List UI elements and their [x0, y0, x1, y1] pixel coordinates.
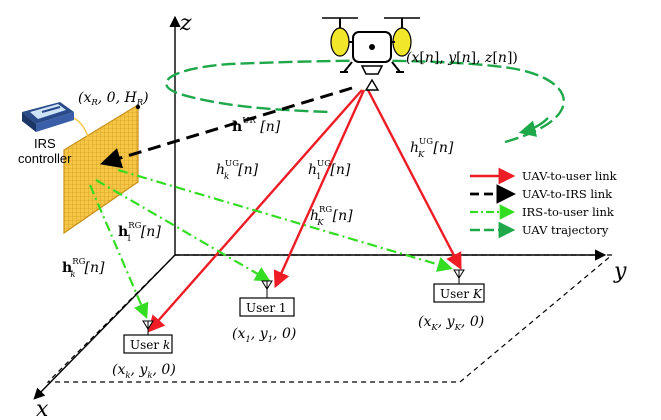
irs-controller-icon	[22, 102, 74, 132]
user-k-node: User k	[123, 320, 173, 354]
channel-uav-user-1-label: hUG 1 [n]	[308, 159, 351, 182]
channel-uav-irs-label: hUR [n]	[232, 116, 281, 135]
user-1-coords: (x1, y1, 0)	[232, 326, 296, 345]
uav-user-K-link	[366, 89, 462, 270]
user-K-node: User K	[433, 269, 485, 303]
legend: UAV-to-user link UAV-to-IRS link IRS-to-…	[470, 167, 618, 239]
user-1-node: User 1	[239, 280, 295, 317]
irs-user-k-link	[88, 184, 149, 319]
z-axis-label: z	[179, 11, 192, 36]
irs-panel	[63, 103, 139, 235]
user-k-label: User k	[130, 338, 170, 352]
irs-user-K-link	[117, 168, 453, 272]
user-1-label: User 1	[246, 301, 287, 315]
irs-position-label: (xR, 0, HR)	[78, 90, 149, 108]
irs-controller-label-line1: IRS	[34, 136, 56, 151]
legend-trajectory-label: UAV trajectory	[522, 223, 609, 237]
x-axis	[33, 254, 176, 400]
legend-uav-irs-label: UAV-to-IRS link	[522, 187, 613, 201]
legend-uav-user-label: UAV-to-user link	[522, 169, 618, 183]
user-K-label: User K	[440, 287, 483, 301]
user-1-box	[239, 297, 295, 317]
channel-uav-user-K-label: hUG K [n]	[410, 137, 454, 160]
user-k-coords: (xk, yk, 0)	[112, 362, 176, 381]
uav-trajectory-arrow	[518, 117, 549, 137]
irs-controller-label-line2: controller	[18, 151, 72, 166]
user-K-box	[433, 283, 485, 303]
channel-uav-user-k-label: hUG k [n]	[216, 159, 259, 182]
uav-user-1-link	[273, 89, 366, 289]
channel-irs-user-1-label: hRG 1 [n]	[118, 221, 161, 244]
uav-position-label: (x[n], y[n], z[n])	[406, 50, 518, 66]
y-axis-label: y	[613, 259, 627, 284]
uav-irs-link	[99, 86, 353, 169]
channel-irs-user-k-label: hRG k [n]	[62, 257, 105, 280]
user-k-box	[123, 334, 173, 354]
controller-wire	[73, 117, 93, 151]
legend-irs-user-label: IRS-to-user link	[522, 205, 615, 219]
irs-corner-point	[135, 104, 141, 110]
x-axis-label: x	[36, 397, 49, 420]
uav-trajectory	[165, 59, 565, 144]
uav-drone-icon	[322, 17, 420, 91]
channel-irs-user-K-label: hRG K [n]	[310, 205, 353, 228]
user-K-coords: (xK, yK, 0)	[418, 314, 484, 333]
irs-user-1-link	[95, 179, 271, 282]
